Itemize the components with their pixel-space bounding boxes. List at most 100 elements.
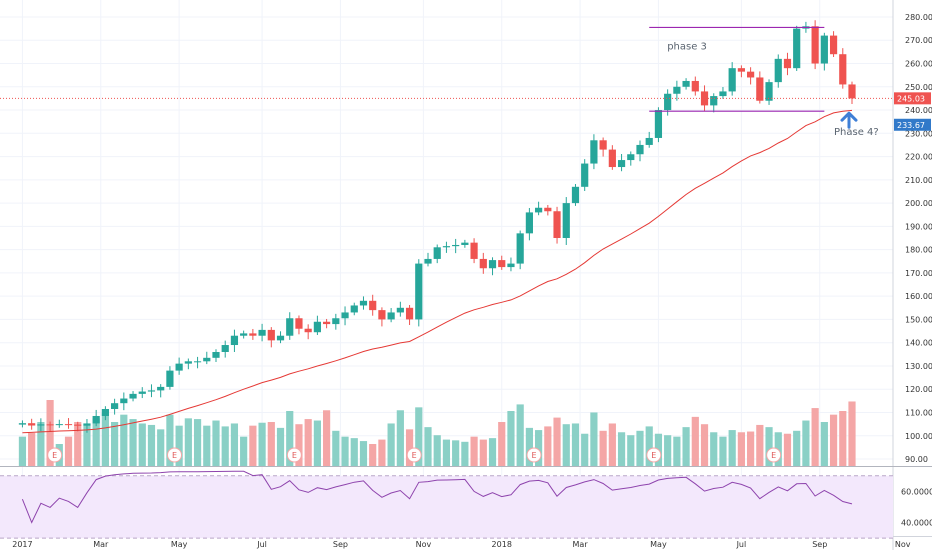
volume-bars xyxy=(18,400,856,466)
earnings-label: E xyxy=(531,451,536,460)
candle-body xyxy=(359,300,368,306)
candle-body xyxy=(590,140,598,164)
arrow-up-icon xyxy=(840,111,858,129)
candle-body xyxy=(18,423,27,425)
volume-bar xyxy=(46,400,54,466)
candle-body xyxy=(737,68,745,72)
candle-body xyxy=(332,318,340,325)
candle-body xyxy=(55,424,63,426)
candle-body xyxy=(92,415,100,424)
price-tick-label: 220.00 xyxy=(905,153,932,162)
candle-body xyxy=(488,260,497,269)
volume-bar xyxy=(369,444,377,466)
volume-bar xyxy=(516,404,524,466)
candle-body xyxy=(424,258,432,264)
candle-body xyxy=(405,307,414,320)
price-tick-label: 230.00 xyxy=(905,129,932,138)
volume-bar xyxy=(230,423,239,466)
earnings-marker xyxy=(646,447,662,463)
volume-bar xyxy=(544,426,552,466)
earnings-label: E xyxy=(292,451,297,460)
candle-body xyxy=(581,163,589,187)
price-tick-label: 100.00 xyxy=(905,432,932,441)
candle-body xyxy=(295,318,303,329)
candle-body xyxy=(479,258,487,269)
volume-bar xyxy=(37,422,45,466)
candle-body xyxy=(571,186,580,204)
candle-body xyxy=(240,333,248,336)
candle-body xyxy=(387,312,395,320)
candle-body xyxy=(378,310,386,320)
time-tick-label: Nov xyxy=(895,540,911,549)
volume-bar xyxy=(138,423,146,466)
volume-bar xyxy=(359,441,368,466)
candle-body xyxy=(212,352,220,358)
volume-bar xyxy=(617,432,626,466)
candle-body xyxy=(627,154,635,161)
time-tick-label: Sep xyxy=(812,540,827,549)
volume-bar xyxy=(28,433,36,466)
price-tick-label: 150.00 xyxy=(905,315,932,324)
volume-bar xyxy=(691,416,699,466)
candle-body xyxy=(756,77,764,101)
volume-bar xyxy=(111,422,119,466)
candle-body xyxy=(64,424,73,426)
volume-bar xyxy=(829,414,838,466)
volume-bar xyxy=(700,424,709,466)
price-tick-label: 200.00 xyxy=(905,199,932,208)
volume-bar xyxy=(627,435,635,466)
candle-body xyxy=(516,233,524,264)
volume-bar xyxy=(166,414,174,466)
candle-body xyxy=(544,207,552,212)
earnings-marker xyxy=(47,447,63,463)
candle-body xyxy=(350,305,358,313)
candle-body xyxy=(37,424,45,426)
volume-bar xyxy=(129,419,137,466)
volume-bar xyxy=(535,430,543,466)
volume-bar xyxy=(498,422,506,466)
candle-body xyxy=(249,333,257,336)
volume-bar xyxy=(323,410,331,466)
price-tick-label: 160.00 xyxy=(905,292,932,301)
volume-bar xyxy=(488,438,497,466)
volume-bar xyxy=(83,425,91,466)
candle-body xyxy=(682,80,690,87)
price-tick-label: 270.00 xyxy=(905,36,932,45)
price-tick-label: 250.00 xyxy=(905,83,932,92)
volume-bar xyxy=(258,422,266,466)
volume-bar xyxy=(405,429,414,466)
candle-body xyxy=(774,58,782,83)
candle-body xyxy=(673,86,681,94)
volume-bar xyxy=(461,441,469,466)
time-axis: 2017 Mar May Jul Sep Nov 2018 Mar May Jul Sep Nov xyxy=(12,540,911,549)
candle-body xyxy=(46,424,54,426)
candle-body xyxy=(184,361,192,364)
rsi-tick-label: 40.0000 xyxy=(901,519,932,528)
candle-body xyxy=(193,361,202,363)
volume-bar xyxy=(203,425,211,466)
candle-body xyxy=(599,140,607,150)
candle-body xyxy=(839,54,847,85)
candle-body xyxy=(719,91,727,97)
price-tick-label: 130.00 xyxy=(905,362,932,371)
volume-bar xyxy=(415,407,423,466)
earnings-label: E xyxy=(651,451,656,460)
rsi-tick-label: 60.0000 xyxy=(901,487,932,496)
volume-bar xyxy=(157,429,165,466)
candle-body xyxy=(553,211,561,238)
moving-average-path xyxy=(22,109,853,434)
volume-bar xyxy=(636,430,644,466)
candle-body xyxy=(654,110,663,138)
candle-body xyxy=(147,390,156,392)
earnings-label: E xyxy=(172,451,177,460)
volume-bar xyxy=(581,433,589,466)
volume-bar xyxy=(553,417,561,466)
volume-bar xyxy=(313,420,321,466)
volume-bar xyxy=(396,410,404,466)
volume-bar xyxy=(848,401,856,466)
volume-bar xyxy=(378,439,386,466)
candle-body xyxy=(608,149,616,168)
candle-body xyxy=(793,28,801,69)
volume-bar xyxy=(452,440,460,466)
